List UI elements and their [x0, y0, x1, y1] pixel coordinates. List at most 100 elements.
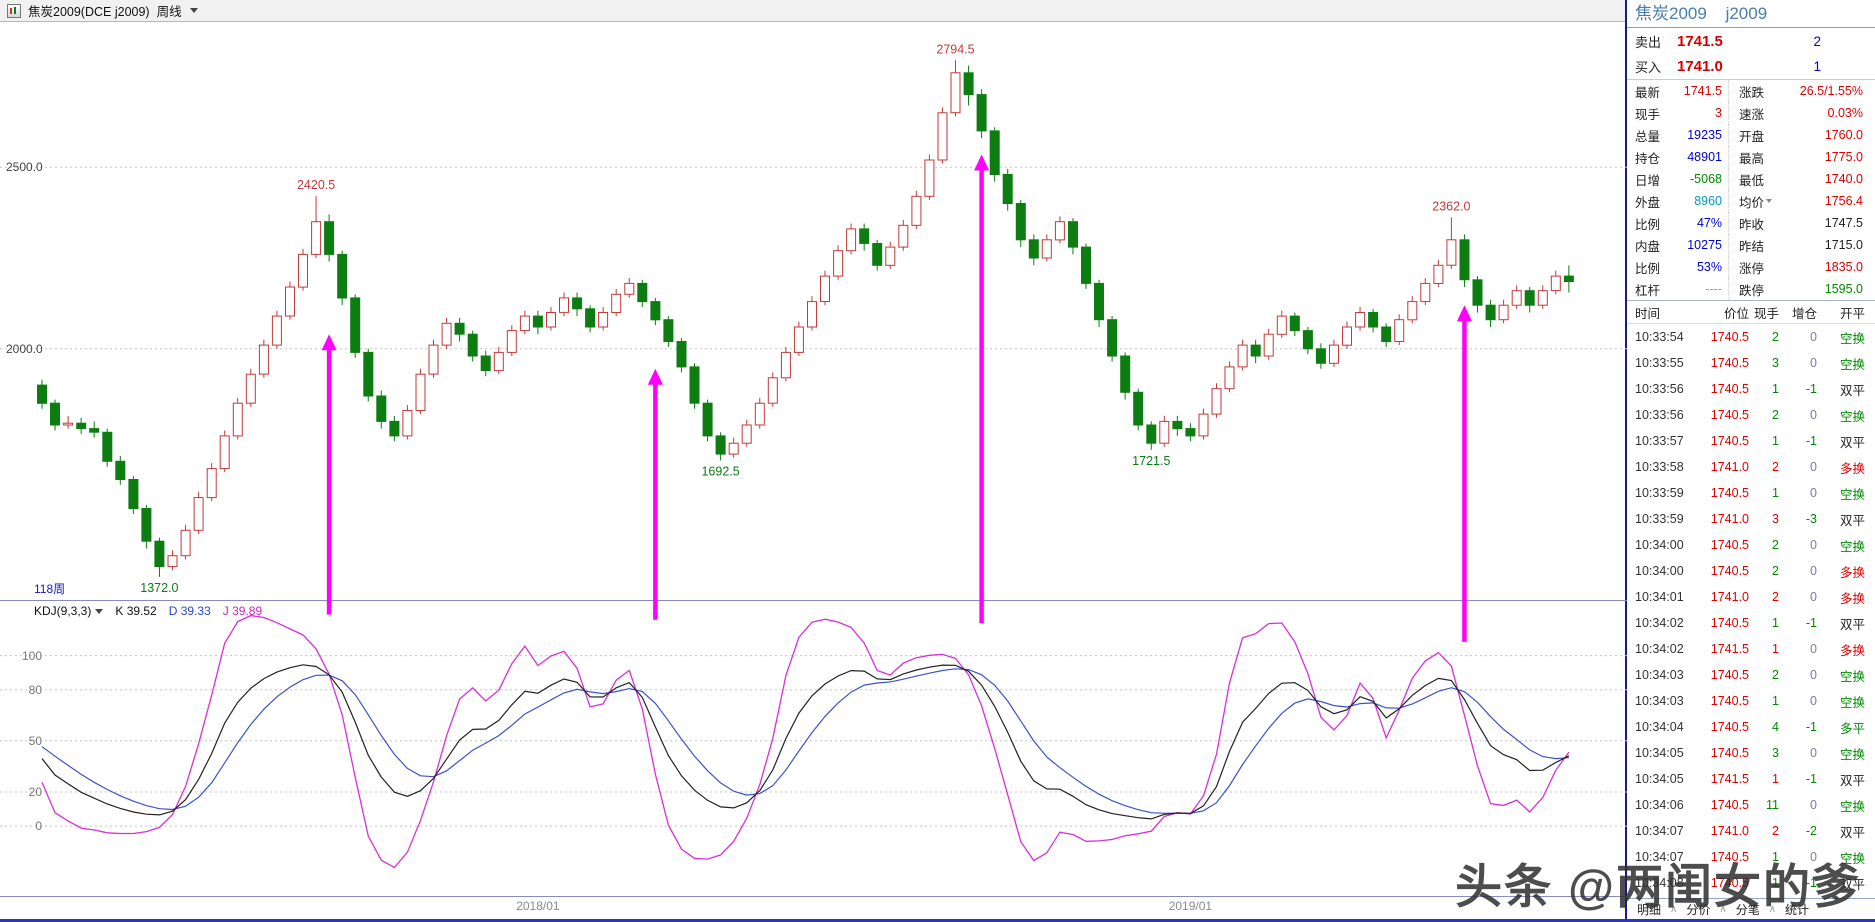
trade-price: 1741.0	[1710, 460, 1749, 474]
price-chart-svg[interactable]: 2420.5 2794.5 2362.0 1372.0 1692.5 1721.5	[0, 22, 1627, 600]
trade-oi-change: 0	[1810, 330, 1817, 344]
trade-price: 1741.5	[1710, 642, 1749, 656]
trade-time: 10:33:59	[1635, 512, 1684, 526]
quote-stat-label: 比例	[1635, 217, 1661, 232]
trade-volume: 2	[1772, 408, 1779, 422]
trade-row[interactable]: 10:34:08 1740.5 1 -1 双平	[1627, 870, 1875, 896]
trade-volume: 1	[1772, 486, 1779, 500]
quote-stat-label: 比例	[1635, 261, 1661, 276]
trade-col-header[interactable]: 价位	[1723, 306, 1749, 321]
quote-stat-value: 1747.5	[1824, 216, 1863, 230]
kdj-chart-svg[interactable]	[0, 601, 1627, 896]
avg-price-dropdown-icon[interactable]	[1766, 199, 1773, 203]
trade-row[interactable]: 10:34:00 1740.5 2 0 多换	[1627, 558, 1875, 584]
bid-row[interactable]: 买入 1741.0 1	[1627, 54, 1875, 80]
trade-price: 1740.5	[1710, 564, 1749, 578]
trade-row[interactable]: 10:34:02 1740.5 1 -1 双平	[1627, 610, 1875, 636]
trade-oi-change: 0	[1810, 798, 1817, 812]
trade-oi-change: 0	[1810, 850, 1817, 864]
trade-col-header[interactable]: 增仓	[1791, 306, 1817, 321]
tab-price-dist[interactable]: 分价	[1686, 902, 1711, 917]
trade-oi-change: 0	[1810, 564, 1817, 578]
quote-stat-label: 涨停	[1739, 261, 1765, 276]
trade-volume: 4	[1772, 720, 1779, 734]
quote-stat-label: 昨结	[1739, 239, 1765, 254]
bid-quantity: 1	[1813, 59, 1821, 74]
trade-row[interactable]: 10:33:56 1740.5 1 -1 双平	[1627, 376, 1875, 402]
trade-volume: 2	[1772, 538, 1779, 552]
quote-stat-label: 跌停	[1739, 283, 1765, 298]
trade-row[interactable]: 10:34:05 1740.5 3 0 空换	[1627, 740, 1875, 766]
trade-price: 1740.5	[1710, 486, 1749, 500]
trade-open-close: 空换	[1839, 357, 1865, 372]
trade-row[interactable]: 10:33:59 1740.5 1 0 空换	[1627, 480, 1875, 506]
trade-row[interactable]: 10:34:03 1740.5 1 0 空换	[1627, 688, 1875, 714]
trade-time: 10:34:07	[1635, 824, 1684, 838]
chart-title-bar[interactable]: 焦炭2009(DCE j2009) 周线	[0, 0, 1625, 22]
ask-price: 1741.5	[1677, 32, 1723, 50]
trade-list[interactable]: 10:33:54 1740.5 2 0 空换 10:33:55 1740.5 3 0 空换 10:3…	[1627, 324, 1875, 898]
tab-detail[interactable]: 明细	[1637, 902, 1662, 917]
price-panel[interactable]: 2420.5 2794.5 2362.0 1372.0 1692.5 1721.5 250…	[0, 22, 1627, 601]
quote-stats-grid: 最新 1741.5 涨跌 26.5/1.55% 现手 3 速涨 0.03% 总量 19235 开盘 1…	[1627, 80, 1875, 300]
tab-stats[interactable]: 统计	[1785, 902, 1810, 917]
trade-row[interactable]: 10:33:56 1740.5 2 0 空换	[1627, 402, 1875, 428]
trade-oi-change: 0	[1810, 408, 1817, 422]
trade-price: 1741.0	[1710, 590, 1749, 604]
period-dropdown-caret-icon[interactable]	[189, 8, 198, 13]
trade-volume: 1	[1772, 434, 1779, 448]
candles	[37, 60, 1574, 577]
kdj-axis-label: 50	[28, 733, 42, 748]
trade-row[interactable]: 10:33:55 1740.5 3 0 空换	[1627, 350, 1875, 376]
kdj-indicator-name[interactable]: KDJ(9,3,3)	[34, 604, 104, 618]
trade-col-header[interactable]: 现手	[1753, 306, 1779, 321]
trade-row[interactable]: 10:34:02 1741.5 1 0 多换	[1627, 636, 1875, 662]
trade-price: 1740.5	[1710, 694, 1749, 708]
quote-title[interactable]: 焦炭2009 j2009	[1627, 0, 1875, 28]
trade-row[interactable]: 10:34:04 1740.5 4 -1 多平	[1627, 714, 1875, 740]
trade-col-header[interactable]: 时间	[1635, 306, 1661, 321]
quote-stat-value: -5068	[1671, 168, 1729, 190]
trade-row[interactable]: 10:33:59 1741.0 3 -3 双平	[1627, 506, 1875, 532]
x-axis-label: 2018/01	[516, 899, 560, 913]
kdj-panel[interactable]: 100 80 50 20 0 KDJ(9,3,3) K 39.52 D 39.33 J …	[0, 601, 1627, 897]
quote-stat-label: 开盘	[1739, 129, 1765, 144]
quote-stat-label: 速涨	[1739, 107, 1765, 122]
quote-stat-label: 内盘	[1635, 239, 1661, 254]
trade-row[interactable]: 10:33:54 1740.5 2 0 空换	[1627, 324, 1875, 350]
chart-period-label[interactable]: 周线	[156, 5, 182, 19]
quote-stat-label: 杠杆	[1635, 283, 1661, 298]
trade-row[interactable]: 10:34:01 1741.0 2 0 多换	[1627, 584, 1875, 610]
quote-stat-label: 均价	[1733, 192, 1775, 211]
trade-price: 1741.5	[1710, 772, 1749, 786]
trade-row[interactable]: 10:33:57 1740.5 1 -1 双平	[1627, 428, 1875, 454]
trade-open-close: 空换	[1839, 409, 1865, 424]
ask-row[interactable]: 卖出 1741.5 2	[1627, 28, 1875, 54]
trade-price: 1741.0	[1710, 512, 1749, 526]
trade-row[interactable]: 10:33:58 1741.0 2 0 多换	[1627, 454, 1875, 480]
trade-row[interactable]: 10:34:07 1740.5 1 0 空换	[1627, 844, 1875, 870]
trade-row[interactable]: 10:34:06 1740.5 11 0 空换	[1627, 792, 1875, 818]
quote-stat-value: 1775.0	[1824, 150, 1863, 164]
kdj-j-value: J 39.89	[222, 604, 263, 618]
trade-time: 10:34:04	[1635, 720, 1684, 734]
trade-time: 10:34:03	[1635, 694, 1684, 708]
trade-time: 10:33:56	[1635, 408, 1684, 422]
kline-chart-icon	[7, 3, 21, 18]
tab-separator-icon: ∧	[1768, 903, 1777, 915]
tab-tick[interactable]: 分笔	[1735, 902, 1760, 917]
trade-oi-change: 0	[1810, 668, 1817, 682]
trade-row[interactable]: 10:34:03 1740.5 2 0 空换	[1627, 662, 1875, 688]
trade-oi-change: 0	[1810, 356, 1817, 370]
indicator-dropdown-caret-icon[interactable]	[95, 608, 104, 614]
trade-col-header[interactable]: 开平	[1839, 306, 1865, 321]
trade-volume: 2	[1772, 590, 1779, 604]
kdj-indicator-label: KDJ(9,3,3)	[34, 604, 92, 618]
trade-row[interactable]: 10:34:05 1741.5 1 -1 双平	[1627, 766, 1875, 792]
trade-row[interactable]: 10:34:00 1740.5 2 0 空换	[1627, 532, 1875, 558]
trade-price: 1740.5	[1710, 876, 1749, 890]
trade-time: 10:34:07	[1635, 850, 1684, 864]
trade-time: 10:34:05	[1635, 746, 1684, 760]
trade-time: 10:34:00	[1635, 538, 1684, 552]
trade-row[interactable]: 10:34:07 1741.0 2 -2 双平	[1627, 818, 1875, 844]
